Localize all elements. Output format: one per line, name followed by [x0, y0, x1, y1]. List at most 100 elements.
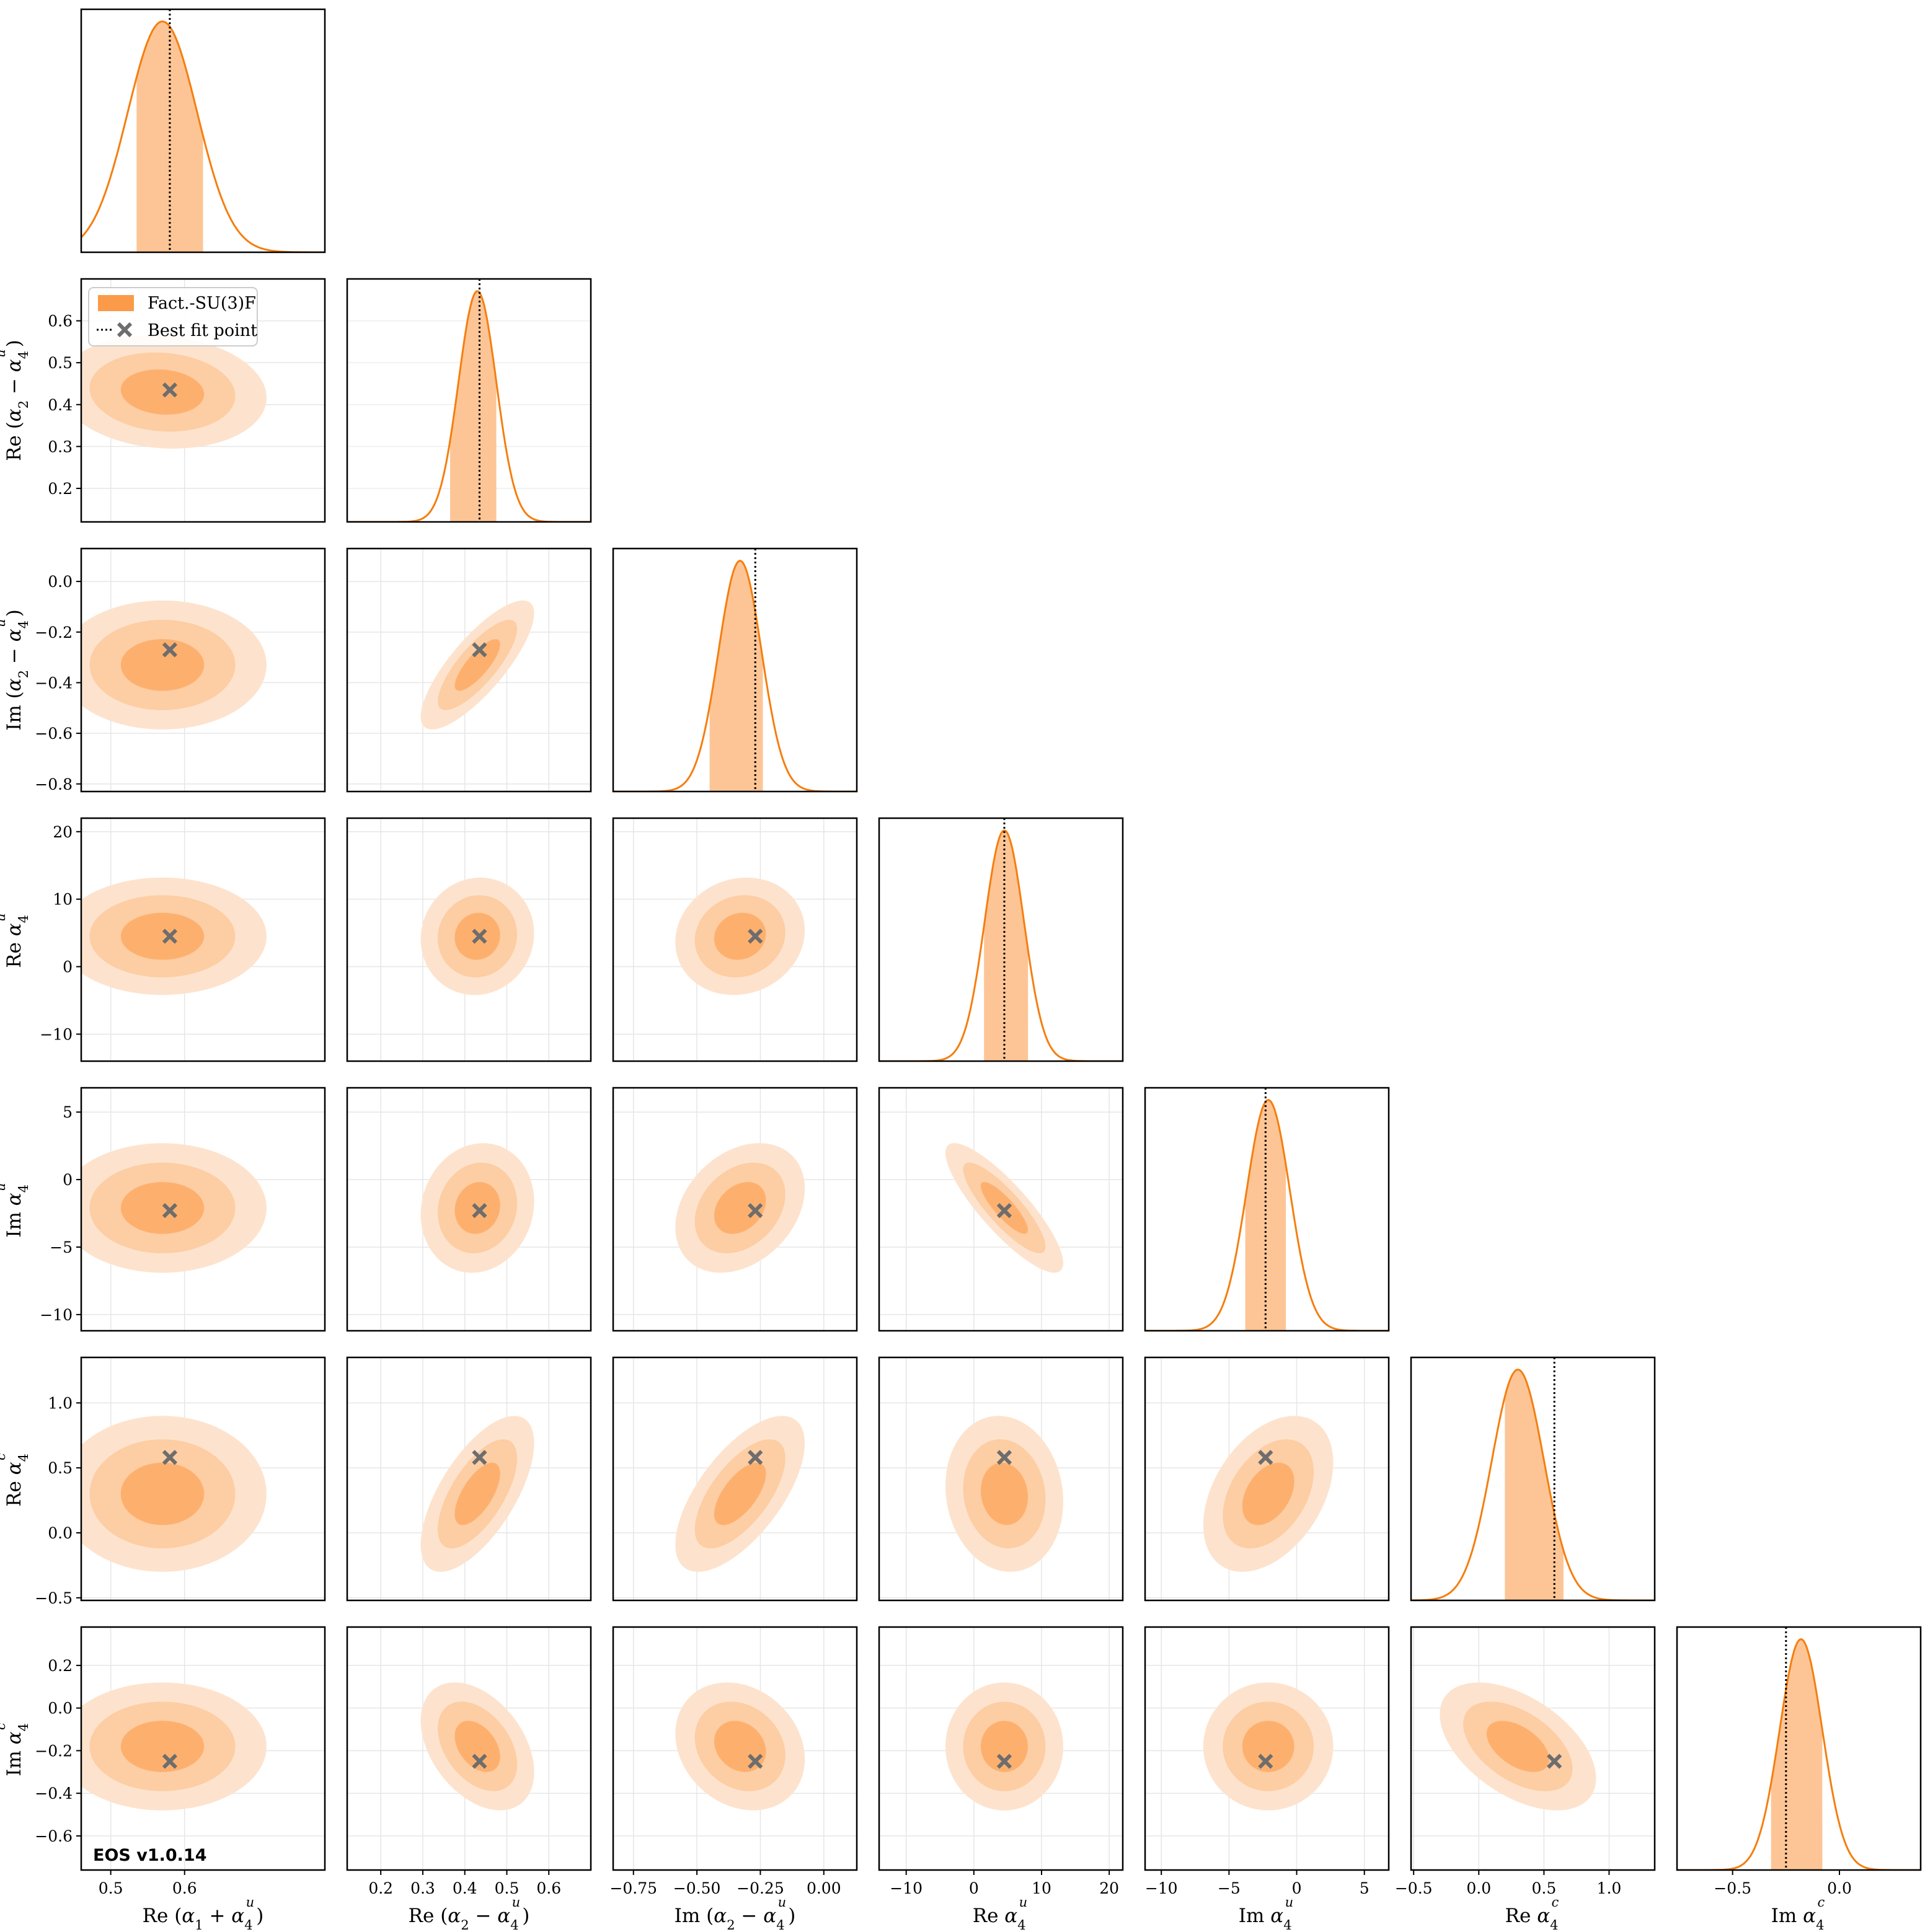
x-tick-label: −10 — [1145, 1879, 1178, 1897]
y-tick-label: 0.3 — [48, 438, 73, 456]
panel-plot-area — [1145, 1088, 1389, 1331]
y-tick-label: −10 — [40, 1025, 73, 1043]
best-fit-marker — [162, 1450, 178, 1465]
panel-plot-area — [879, 1088, 1123, 1331]
panel-3-1 — [346, 817, 592, 1062]
contour-1-sigma — [1242, 1462, 1294, 1525]
panel-5-3 — [878, 1356, 1124, 1602]
panel-2-1 — [346, 547, 592, 793]
x-tick-label: 10 — [1032, 1879, 1051, 1897]
panel-6-6: −0.5 0.0Im α4c — [1676, 1626, 1922, 1932]
contour-1-sigma — [454, 1721, 500, 1772]
best-fit-marker — [996, 1753, 1012, 1769]
panel-plot-area — [81, 9, 325, 252]
panel-frame — [346, 1626, 592, 1871]
best-fit-marker — [472, 642, 487, 658]
panel-1-0: 0.2 0.3 0.4 0.5 0.6 Re (α2 − α4u ) — [0, 278, 326, 523]
best-fit-marker — [996, 1203, 1012, 1219]
best-fit-marker — [748, 1753, 763, 1769]
credible-interval-band — [984, 830, 1029, 1061]
credible-interval-band — [1771, 1639, 1823, 1870]
best-fit-marker — [162, 642, 178, 658]
best-fit-marker — [748, 1203, 763, 1219]
x-axis-label: Im α4u — [1239, 1895, 1295, 1932]
panel-frame — [1676, 1626, 1922, 1871]
panel-6-5: −0.5 0.0 0.5 1.0 Re α4c — [1395, 1626, 1656, 1932]
y-axis-label: Im (α2 − α4u ) — [0, 609, 31, 731]
best-fit-marker — [1547, 1753, 1562, 1769]
x-tick-label: −0.5 — [1395, 1879, 1433, 1897]
panel-frame — [1410, 1626, 1656, 1871]
x-tick-label: −0.50 — [673, 1879, 721, 1897]
best-fit-marker — [162, 929, 178, 944]
credible-interval-band — [709, 560, 763, 792]
panel-4-1 — [346, 1087, 592, 1332]
y-tick-label: 0.4 — [48, 396, 73, 414]
contour-1-sigma — [120, 1462, 205, 1525]
y-tick-label: 0.0 — [48, 1524, 73, 1542]
panel-5-0: −0.5 0.0 0.5 1.0 Re α4c — [0, 1356, 326, 1607]
panel-3-2 — [612, 817, 858, 1062]
panel-plot-area — [1677, 1627, 1921, 1870]
panel-5-5 — [1410, 1356, 1656, 1602]
y-axis-label: Re α4u — [0, 911, 31, 968]
best-fit-marker — [748, 1450, 763, 1465]
y-tick-label: −0.5 — [35, 1589, 73, 1607]
panel-plot-area — [613, 1357, 857, 1600]
panel-2-0: −0.8 −0.6 −0.4 −0.2 0.0 Im (α2 − α4u ) — [0, 547, 326, 793]
contour-1-sigma — [1486, 1721, 1549, 1772]
legend-best-fit-marker — [117, 322, 133, 338]
panel-plot-area — [347, 1627, 591, 1870]
y-tick-label: 1.0 — [48, 1394, 73, 1412]
panel-plot-area — [81, 818, 325, 1061]
y-tick-label: 10 — [53, 891, 73, 909]
contour-1-sigma — [714, 1462, 766, 1525]
x-tick-label: 1.0 — [1597, 1879, 1622, 1897]
best-fit-marker — [472, 1450, 487, 1465]
panel-frame — [878, 1626, 1124, 1871]
panel-plot-area — [81, 549, 325, 792]
panel-plot-area — [347, 549, 591, 792]
y-axis-label: Im α4u — [0, 1181, 31, 1237]
best-fit-marker — [162, 1753, 178, 1769]
contour-1-sigma — [714, 1182, 766, 1234]
y-axis-label: Im α4c — [0, 1721, 31, 1776]
contour-1-sigma — [120, 639, 205, 691]
y-tick-label: 0.5 — [48, 1459, 73, 1477]
panel-frame — [612, 817, 858, 1062]
x-tick-label: 0.5 — [1531, 1879, 1556, 1897]
x-tick-label: 0.6 — [536, 1879, 561, 1897]
panel-frame — [346, 278, 592, 523]
y-tick-label: 0.5 — [48, 354, 73, 372]
x-axis-label: Re (α2 − α4u ) — [409, 1895, 530, 1932]
x-tick-label: 0 — [969, 1879, 979, 1897]
contour-1-sigma — [454, 639, 500, 691]
panel-plot-area — [347, 1357, 591, 1600]
watermark: EOS v1.0.14 — [93, 1846, 207, 1865]
x-tick-label: 0.5 — [495, 1879, 520, 1897]
panel-plot-area — [879, 818, 1123, 1061]
x-axis-label: Re α4u — [973, 1895, 1029, 1932]
y-tick-label: 0 — [63, 1171, 73, 1189]
panel-frame — [80, 1356, 326, 1602]
panel-5-4 — [1144, 1356, 1390, 1602]
best-fit-marker — [996, 1450, 1012, 1465]
x-tick-label: −0.25 — [737, 1879, 784, 1897]
panel-plot-area — [613, 818, 857, 1061]
best-fit-marker — [162, 382, 178, 398]
y-tick-label: 0.0 — [48, 573, 73, 591]
x-axis-label: Im α4c — [1771, 1895, 1827, 1932]
panel-frame — [80, 547, 326, 793]
contour-1-sigma — [980, 1462, 1029, 1525]
panel-frame — [612, 547, 858, 793]
x-tick-label: 0.0 — [1827, 1879, 1852, 1897]
y-tick-label: 0 — [63, 958, 73, 976]
panel-frame — [346, 1356, 592, 1602]
x-tick-label: 5 — [1360, 1879, 1370, 1897]
panel-plot-area — [81, 279, 325, 522]
panel-plot-area — [347, 818, 591, 1061]
contour-1-sigma — [1242, 1721, 1294, 1772]
panel-frame — [878, 817, 1124, 1062]
panel-plot-area — [879, 1627, 1123, 1870]
